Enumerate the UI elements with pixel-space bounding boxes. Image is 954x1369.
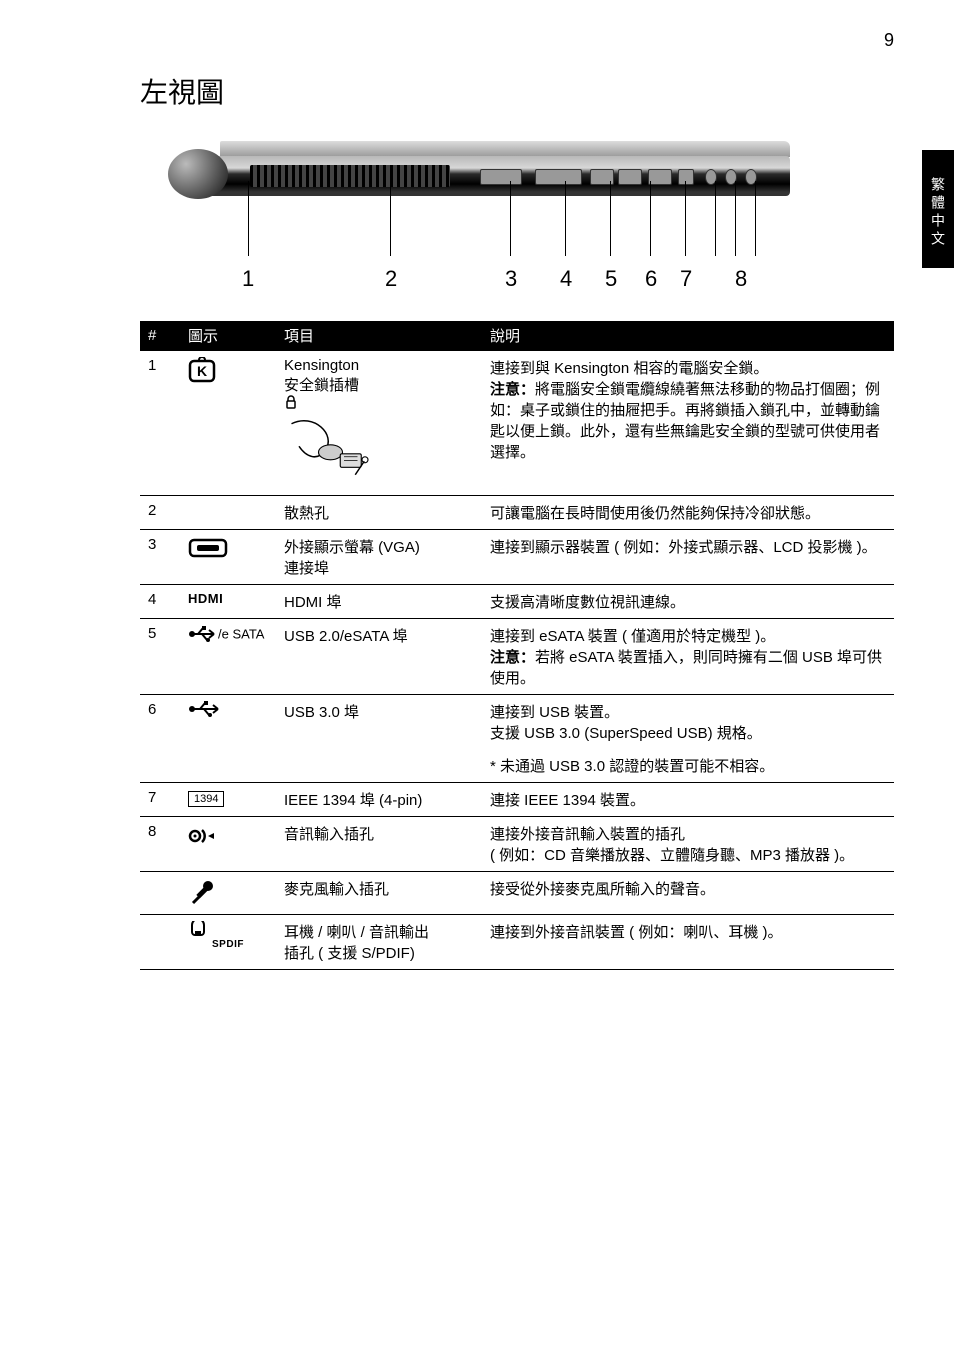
row-item: USB 3.0 埠 bbox=[276, 695, 482, 750]
row-item: 麥克風輸入插孔 bbox=[276, 872, 482, 915]
usb-esata-icon: /e SATA bbox=[180, 619, 276, 695]
row-num bbox=[140, 872, 180, 915]
row-desc: 連接到顯示器裝置 ( 例如：外接式顯示器、LCD 投影機 )。 bbox=[482, 530, 894, 585]
vga-icon bbox=[180, 530, 276, 585]
row-item: 音訊輸入插孔 bbox=[276, 817, 482, 872]
table-row: 7 1394 IEEE 1394 埠 (4-pin) 連接 IEEE 1394 … bbox=[140, 783, 894, 817]
table-row: 2 散熱孔 可讓電腦在長時間使用後仍然能夠保持冷卻狀態。 bbox=[140, 496, 894, 530]
table-row: 1 K Kensington 安全鎖插槽 bbox=[140, 351, 894, 496]
table-row: 4 HDMI HDMI 埠 支援高清晰度數位視訊連線。 bbox=[140, 585, 894, 619]
row-desc: 連接到外接音訊裝置 ( 例如：喇叭、耳機 )。 bbox=[482, 915, 894, 970]
ieee1394-icon: 1394 bbox=[180, 783, 276, 817]
row-item: USB 2.0/eSATA 埠 bbox=[276, 619, 482, 695]
hdmi-icon: HDMI bbox=[180, 585, 276, 619]
row-desc: 接受從外接麥克風所輸入的聲音。 bbox=[482, 872, 894, 915]
row-num: 8 bbox=[140, 817, 180, 872]
table-row: * 未通過 USB 3.0 認證的裝置可能不相容。 bbox=[140, 749, 894, 783]
row-desc: 連接到 USB 裝置。 支援 USB 3.0 (SuperSpeed USB) … bbox=[482, 695, 894, 750]
row-num: 3 bbox=[140, 530, 180, 585]
th-icon: 圖示 bbox=[180, 321, 276, 351]
row-item: 耳機 / 喇叭 / 音訊輸出 插孔 ( 支援 S/PDIF) bbox=[276, 915, 482, 970]
row-desc: 連接到 eSATA 裝置 ( 僅適用於特定機型 )。 注意：若將 eSATA 裝… bbox=[482, 619, 894, 695]
left-view-diagram: 1 2 3 4 5 6 7 8 bbox=[140, 121, 894, 311]
language-tab: 繁體中文 bbox=[922, 150, 954, 268]
spdif-icon: SPDIF bbox=[180, 915, 276, 970]
th-item: 項目 bbox=[276, 321, 482, 351]
row-desc-extra: * 未通過 USB 3.0 認證的裝置可能不相容。 bbox=[482, 749, 894, 783]
linein-icon bbox=[180, 817, 276, 872]
usb-icon bbox=[180, 695, 276, 750]
row-num: 2 bbox=[140, 496, 180, 530]
th-num: # bbox=[140, 321, 180, 351]
row-num: 1 bbox=[140, 351, 180, 496]
th-desc: 說明 bbox=[482, 321, 894, 351]
table-row: 5 /e SATA USB 2.0/eSATA 埠 連接到 eSATA 裝置 (… bbox=[140, 619, 894, 695]
row-num: 6 bbox=[140, 695, 180, 750]
table-row: 8 音訊輸入插孔 連接外接音訊輸入裝置的插孔 ( 例如：CD 音樂播放器、立體隨… bbox=[140, 817, 894, 872]
page-number: 9 bbox=[140, 30, 894, 51]
kensington-icon: K bbox=[180, 351, 276, 496]
row-item: 散熱孔 bbox=[276, 496, 482, 530]
svg-text:K: K bbox=[197, 363, 207, 379]
lock-illustration-icon bbox=[284, 415, 374, 485]
row-num bbox=[140, 915, 180, 970]
row-desc: 連接外接音訊輸入裝置的插孔 ( 例如：CD 音樂播放器、立體隨身聽、MP3 播放… bbox=[482, 817, 894, 872]
table-row: 6 USB 3.0 埠 連接到 USB 裝置。 支援 USB 3.0 (Supe… bbox=[140, 695, 894, 750]
row-num: 4 bbox=[140, 585, 180, 619]
table-row: 麥克風輸入插孔 接受從外接麥克風所輸入的聲音。 bbox=[140, 872, 894, 915]
mic-icon bbox=[180, 872, 276, 915]
row-desc: 可讓電腦在長時間使用後仍然能夠保持冷卻狀態。 bbox=[482, 496, 894, 530]
row-desc: 連接到與 Kensington 相容的電腦安全鎖。 注意：將電腦安全鎖電纜線繞著… bbox=[482, 351, 894, 496]
row-desc: 支援高清晰度數位視訊連線。 bbox=[482, 585, 894, 619]
row-item: 外接顯示螢幕 (VGA) 連接埠 bbox=[276, 530, 482, 585]
row-item: IEEE 1394 埠 (4-pin) bbox=[276, 783, 482, 817]
table-header-row: # 圖示 項目 說明 bbox=[140, 321, 894, 351]
row-num: 5 bbox=[140, 619, 180, 695]
table-row: 3 外接顯示螢幕 (VGA) 連接埠 連接到顯示器裝置 ( 例如：外接式顯示器、… bbox=[140, 530, 894, 585]
table-row: SPDIF 耳機 / 喇叭 / 音訊輸出 插孔 ( 支援 S/PDIF) 連接到… bbox=[140, 915, 894, 970]
row-num: 7 bbox=[140, 783, 180, 817]
row-item: Kensington 安全鎖插槽 bbox=[276, 351, 482, 496]
spec-table: # 圖示 項目 說明 1 K Kensington 安全鎖插 bbox=[140, 321, 894, 970]
section-title: 左視圖 bbox=[140, 71, 894, 111]
row-item: HDMI 埠 bbox=[276, 585, 482, 619]
row-desc: 連接 IEEE 1394 裝置。 bbox=[482, 783, 894, 817]
row-icon bbox=[180, 496, 276, 530]
